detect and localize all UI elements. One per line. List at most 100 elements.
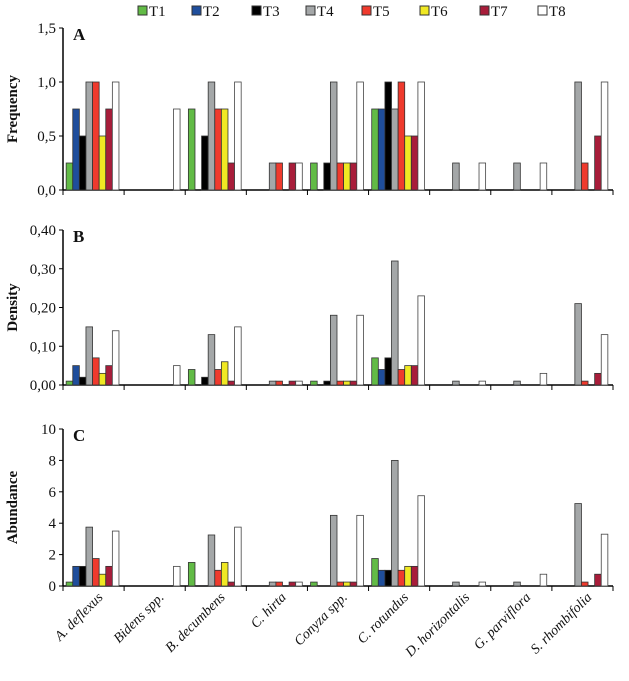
bar-t7 xyxy=(105,365,113,386)
bar-t8 xyxy=(356,514,364,587)
bar-t5 xyxy=(581,581,589,587)
bar-t4 xyxy=(85,81,93,191)
panel-c: 0 2 4 6 8 10 C Abundance xyxy=(5,422,614,595)
bar-t7 xyxy=(105,108,113,191)
bar-t5 xyxy=(214,569,222,587)
y-tick-label: 1,0 xyxy=(37,75,56,91)
panel-a: 0,0 0,5 1,0 1,5 A Frequency xyxy=(5,21,614,199)
bar-t2 xyxy=(72,108,80,191)
bar-t7 xyxy=(227,380,235,386)
bar-t4 xyxy=(329,314,338,386)
legend-item: T2 xyxy=(191,4,220,20)
bar-t8 xyxy=(234,526,242,587)
bar-t4 xyxy=(207,81,216,191)
bar-t7 xyxy=(105,565,113,587)
bar-t4 xyxy=(391,459,399,587)
bar-t6 xyxy=(404,365,412,386)
bar-t8 xyxy=(234,81,242,191)
bar-t7 xyxy=(227,581,235,587)
bar-t1 xyxy=(187,562,196,587)
y-axis-label: Abundance xyxy=(5,470,21,544)
legend-item: T7 xyxy=(479,4,508,20)
panel-label: A xyxy=(73,25,86,44)
bar-t3 xyxy=(201,135,209,191)
bar-t3 xyxy=(78,376,87,386)
legend-swatch-t2 xyxy=(191,5,202,16)
panel-label: C xyxy=(73,426,85,445)
bar-t1 xyxy=(65,162,74,191)
y-tick-label: 0,10 xyxy=(30,339,56,355)
x-category-label: A. deflexus xyxy=(52,590,107,645)
legend-swatch-t6 xyxy=(419,5,430,16)
bar-t5 xyxy=(214,369,222,386)
bar-t1 xyxy=(310,380,318,386)
bar-t5 xyxy=(336,581,344,587)
bar-t5 xyxy=(92,357,100,386)
bar-t8 xyxy=(356,81,364,191)
bar-t4 xyxy=(452,380,460,386)
bar-t4 xyxy=(207,334,216,386)
x-category-label: Conyza spp. xyxy=(292,590,351,649)
legend-swatch-t1 xyxy=(137,5,148,16)
bar-t8 xyxy=(600,81,609,191)
bar-t5 xyxy=(397,369,406,386)
bar-t1 xyxy=(371,108,379,191)
bar-t5 xyxy=(92,558,100,587)
bar-t8 xyxy=(295,380,303,386)
bar-t1 xyxy=(65,380,74,386)
bar-t4 xyxy=(268,581,277,587)
legend-item: T6 xyxy=(419,4,448,20)
bar-t1 xyxy=(310,162,318,191)
bar-t8 xyxy=(478,380,487,386)
bar-t5 xyxy=(92,81,100,191)
y-tick-label: 0,0 xyxy=(37,183,56,199)
bar-t6 xyxy=(98,372,107,386)
legend-label: T6 xyxy=(431,4,448,20)
bar-t1 xyxy=(310,581,318,587)
bar-t8 xyxy=(295,581,303,587)
legend-item: T8 xyxy=(537,4,566,20)
y-tick-label: 2 xyxy=(49,548,57,564)
bar-t3 xyxy=(384,357,392,386)
bar-t8 xyxy=(173,108,181,191)
bar-t5 xyxy=(336,380,344,386)
x-category-label: C. rotundus xyxy=(355,590,412,647)
bar-t3 xyxy=(323,162,331,191)
legend-swatch-t5 xyxy=(361,5,372,16)
legend-item: T4 xyxy=(305,4,334,20)
bar-t4 xyxy=(513,581,521,587)
bar-t6 xyxy=(220,361,229,386)
bar-t1 xyxy=(371,357,379,386)
legend-item: T5 xyxy=(361,4,390,20)
bar-t8 xyxy=(600,334,609,386)
bar-t5 xyxy=(275,380,283,386)
legend-swatch-t8 xyxy=(537,5,548,16)
bar-t7 xyxy=(288,581,297,587)
bar-t6 xyxy=(343,581,351,587)
bar-t7 xyxy=(349,380,358,386)
x-category-label: S. rhombifolia xyxy=(528,590,595,657)
bar-t8 xyxy=(417,295,425,386)
y-tick-label: 0,40 xyxy=(30,223,56,239)
bar-t8 xyxy=(539,573,548,587)
bar-t7 xyxy=(288,380,297,386)
legend-item: T1 xyxy=(137,4,166,20)
y-tick-label: 0,00 xyxy=(30,378,56,394)
bar-t4 xyxy=(574,81,582,191)
bar-t4 xyxy=(85,326,93,386)
bar-t8 xyxy=(173,365,181,386)
bar-t6 xyxy=(404,565,412,587)
bar-t7 xyxy=(288,162,297,191)
bar-t4 xyxy=(329,81,338,191)
bar-t4 xyxy=(207,534,216,587)
panel-b: 0,00 0,10 0,20 0,30 0,40 B Density xyxy=(5,223,614,394)
bar-t5 xyxy=(214,108,222,191)
bar-t4 xyxy=(391,108,399,191)
legend-label: T4 xyxy=(317,4,334,20)
bar-t1 xyxy=(371,558,379,587)
bar-t3 xyxy=(323,380,331,386)
bar-t5 xyxy=(275,581,283,587)
bar-t1 xyxy=(187,108,196,191)
bar-t7 xyxy=(349,162,358,191)
